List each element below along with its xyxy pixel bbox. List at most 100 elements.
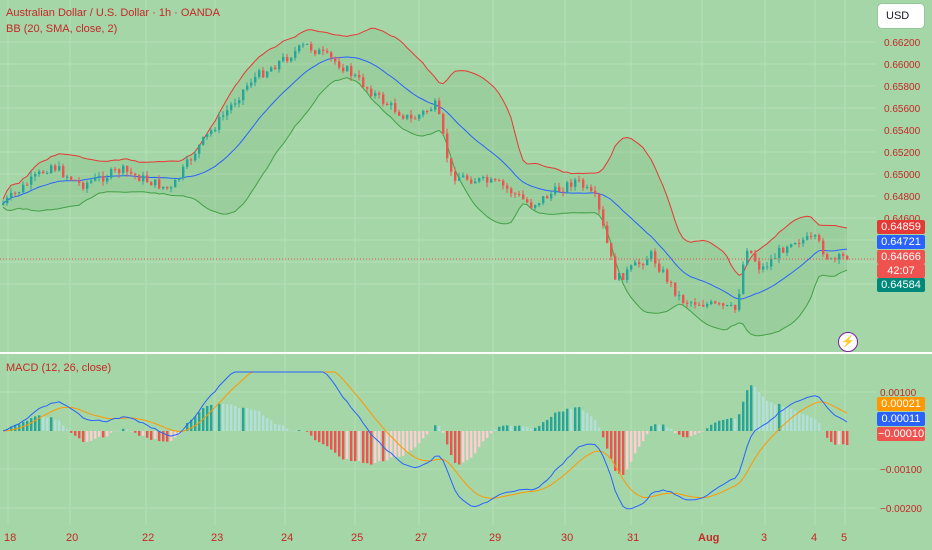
- candle-body: [710, 301, 713, 305]
- candle-body: [82, 182, 85, 189]
- candle-body: [234, 103, 237, 105]
- histogram-bar: [754, 386, 757, 431]
- candle-body: [730, 304, 733, 306]
- histogram-bar: [758, 392, 761, 431]
- candle-body: [842, 253, 845, 256]
- histogram-bar: [282, 425, 285, 431]
- candle-body: [606, 225, 609, 243]
- histogram-bar: [546, 419, 549, 431]
- lightning-bolt-icon[interactable]: ⚡: [838, 332, 858, 352]
- histogram-bar: [674, 431, 677, 434]
- candle-body: [822, 240, 825, 255]
- histogram-bar: [406, 431, 409, 453]
- histogram-bar: [354, 431, 357, 462]
- histogram-bar: [494, 429, 497, 431]
- histogram-bar: [258, 410, 261, 431]
- histogram-bar: [810, 417, 813, 431]
- candle-body: [686, 302, 689, 304]
- candle-body: [266, 71, 269, 78]
- histogram-bar: [70, 431, 73, 433]
- histogram-bar: [786, 407, 789, 431]
- histogram-bar: [154, 431, 157, 440]
- histogram-bar: [630, 431, 633, 462]
- candle-body: [286, 56, 289, 62]
- candle-body: [494, 178, 497, 181]
- candle-body: [182, 166, 185, 179]
- candle-body: [142, 175, 145, 182]
- histogram-bar: [610, 431, 613, 459]
- candle-body: [818, 235, 821, 241]
- histogram-bar: [602, 431, 605, 438]
- candle-body: [34, 174, 37, 177]
- candle-body: [154, 179, 157, 186]
- candle-body: [638, 262, 641, 265]
- candle-body: [626, 269, 629, 280]
- candle-body: [314, 50, 317, 55]
- histogram-bar: [490, 431, 493, 434]
- histogram-bar: [738, 414, 741, 431]
- histogram-bar: [770, 402, 773, 431]
- histogram-bar: [250, 409, 253, 431]
- candle-body: [766, 266, 769, 268]
- histogram-bar: [374, 431, 377, 463]
- time-tick-label: 18: [4, 532, 16, 544]
- candle-body: [66, 176, 69, 178]
- candle-body: [598, 194, 601, 210]
- candle-body: [446, 133, 449, 159]
- candle-body: [646, 259, 649, 266]
- price-tick-label: 0.64800: [884, 192, 921, 203]
- histogram-bar: [38, 415, 41, 431]
- price-tick-label: 0.66200: [884, 38, 921, 49]
- macd-line: [2, 371, 848, 510]
- time-tick-label: Aug: [698, 532, 719, 544]
- histogram-bar: [794, 410, 797, 431]
- candle-body: [270, 67, 273, 72]
- candle-body: [370, 88, 373, 96]
- symbol-title[interactable]: Australian Dollar / U.S. Dollar · 1h · O…: [6, 7, 220, 19]
- histogram-bar: [650, 426, 653, 431]
- candle-body: [174, 179, 177, 188]
- signal-line: [2, 371, 848, 499]
- candle-body: [198, 144, 201, 154]
- bb-indicator-legend[interactable]: BB (20, SMA, close, 2): [6, 23, 118, 35]
- histogram-bar: [270, 420, 273, 431]
- histogram-bar: [842, 431, 845, 445]
- histogram-bar: [514, 426, 517, 431]
- histogram-bar: [234, 406, 237, 431]
- histogram-bar: [114, 430, 117, 432]
- histogram-badge: −0.00010: [877, 427, 925, 441]
- histogram-bar: [734, 419, 737, 431]
- histogram-bar: [14, 425, 17, 431]
- candle-body: [466, 175, 469, 180]
- time-axis[interactable]: 18 20 22 23 24 25 27 29 30 31 Aug 3 4 5: [4, 532, 847, 544]
- histogram-bar: [558, 411, 561, 431]
- candle-body: [186, 159, 189, 167]
- candle-body: [138, 175, 141, 182]
- candle-body: [438, 100, 441, 115]
- candlesticks: [2, 41, 849, 313]
- histogram-bar: [222, 403, 225, 431]
- histogram-bar: [262, 415, 265, 431]
- macd-indicator-legend[interactable]: MACD (12, 26, close): [6, 362, 112, 374]
- histogram-bar: [402, 431, 405, 456]
- candle-body: [150, 182, 153, 186]
- histogram-bar: [582, 410, 585, 431]
- histogram-bar: [386, 431, 389, 461]
- histogram-bar: [486, 431, 489, 438]
- candle-body: [694, 302, 697, 305]
- candle-body: [386, 103, 389, 106]
- candle-body: [298, 45, 301, 52]
- histogram-bar: [338, 431, 341, 457]
- histogram-bar: [366, 431, 369, 464]
- histogram-bar: [342, 431, 345, 460]
- currency-selector-button[interactable]: USD: [878, 4, 924, 28]
- histogram-bar: [654, 424, 657, 431]
- histogram-bar: [818, 423, 821, 431]
- candle-body: [190, 159, 193, 161]
- macd-axis[interactable]: 0.00100 −0.00100 −0.00200: [880, 388, 922, 515]
- candle-body: [674, 282, 677, 296]
- candle-body: [294, 51, 297, 58]
- histogram-bar: [426, 431, 429, 435]
- histogram-bar: [506, 425, 509, 431]
